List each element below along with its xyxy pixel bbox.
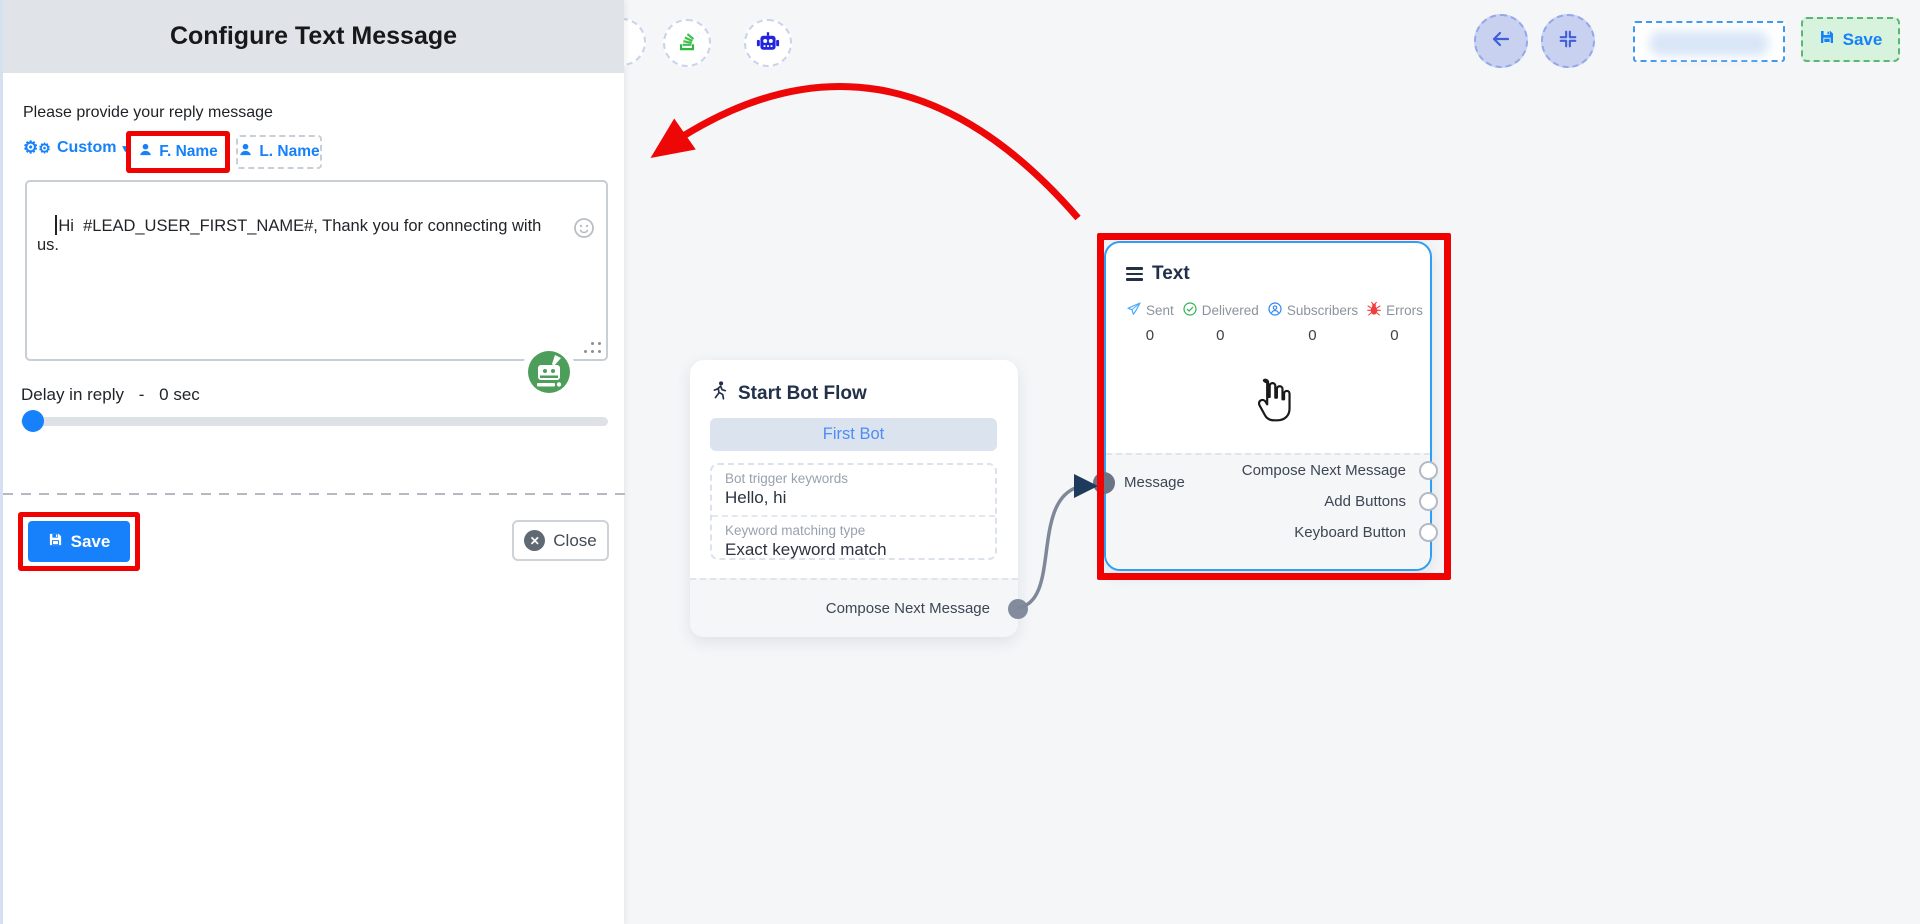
back-button[interactable] [1474,14,1528,68]
delay-slider[interactable] [21,410,608,432]
compose-next-message-output-port[interactable] [1008,598,1028,619]
start-node-fields: Bot trigger keywords Hello, hi Keyword m… [710,463,997,560]
stack-tool-button[interactable] [663,19,711,67]
compose-next-message-port[interactable] [1419,461,1438,480]
delay-label-row: Delay in reply - 0 sec [21,385,200,405]
arrow-left-icon [1489,27,1513,56]
textarea-resize-handle[interactable] [579,340,603,357]
stat-value: 0 [1390,327,1399,344]
field-label: Bot trigger keywords [725,471,849,486]
green-bot-widget-button[interactable] [520,305,578,399]
field-label: Keyword matching type [725,523,866,538]
flow-save-button[interactable]: Save [1801,17,1900,62]
save-annotation-box: Save [18,512,140,571]
start-bot-flow-node[interactable]: Start Bot Flow First Bot Bot trigger key… [690,360,1028,637]
stat-value: 0 [1308,327,1317,344]
redacted-flow-name [1649,31,1769,56]
output-row-compose: Compose Next Message [1106,455,1438,486]
output-row-add-buttons: Add Buttons [1106,486,1438,517]
compose-next-message-output-label: Compose Next Message [825,600,990,617]
x-circle-icon: ✕ [524,530,546,551]
trigger-keywords-field: Bot trigger keywords Hello, hi [712,465,995,515]
stat-label: Subscribers [1286,303,1359,318]
reply-prompt-text: Please provide your reply message [23,104,273,121]
cursor-hand-icon [1248,375,1292,430]
reply-message-text: Hi #LEAD_USER_FIRST_NAME#, Thank you for… [37,217,546,254]
field-value: Hello, hi [725,488,787,507]
text-node-header: Text [1106,243,1430,285]
output-row-keyboard: Keyboard Button [1106,517,1438,548]
fit-view-button[interactable] [1541,14,1595,68]
save-label: Save [70,531,111,551]
add-buttons-port[interactable] [1419,492,1438,511]
stat-value: 0 [1145,327,1155,344]
delay-separator: - [138,385,145,404]
floppy-icon [1819,29,1835,50]
person-icon [138,142,153,162]
output-label: Compose Next Message [1241,462,1406,479]
stat-delivered: Delivered 0 [1182,301,1259,344]
text-caret [55,215,58,235]
last-name-variable-button[interactable]: L. Name [236,135,322,169]
first-bot-button[interactable]: First Bot [710,418,997,451]
last-name-label: L. Name [259,143,320,160]
start-node-header: Start Bot Flow [690,360,1018,407]
message-input-label: Message [1124,474,1185,491]
caret-down-icon: ▾ [122,142,129,155]
person-icon [238,142,253,162]
check-circle-icon [1182,301,1198,320]
start-node-footer: Compose Next Message [690,578,1028,637]
fname-annotation-box: F. Name [126,131,230,173]
stat-label: Sent [1146,303,1174,318]
stack-lines-icon [674,28,700,59]
delay-value: 0 sec [159,385,200,404]
paper-plane-icon [1126,301,1142,320]
hamburger-icon [1126,264,1143,284]
output-label: Add Buttons [1324,493,1406,510]
stat-label: Errors [1386,303,1423,318]
floppy-icon [48,532,63,552]
running-person-icon [710,380,729,407]
save-button[interactable]: Save [28,521,130,562]
footer-divider [3,493,627,495]
output-label: Keyboard Button [1294,524,1406,541]
emoji-picker-button[interactable] [572,186,596,238]
panel-header: Configure Text Message [3,0,624,73]
custom-variable-dropdown[interactable]: ⚙⚙ Custom ▾ [23,139,128,157]
compress-icon [1557,28,1579,55]
stat-subscribers: Subscribers 0 [1267,301,1358,344]
matching-type-field: Keyword matching type Exact keyword matc… [712,515,995,567]
first-name-label: F. Name [159,143,218,160]
close-label: Close [553,530,597,550]
reply-message-input[interactable]: Hi #LEAD_USER_FIRST_NAME#, Thank you for… [25,180,608,399]
custom-label: Custom [56,139,117,156]
stat-value: 0 [1216,327,1225,344]
gears-icon: ⚙⚙ [23,138,51,158]
panel-title: Configure Text Message [169,22,458,50]
text-node-footer: Message Compose Next Message Add Buttons… [1093,453,1438,569]
stat-label: Delivered [1201,303,1259,318]
configure-panel: Configure Text Message Please provide yo… [0,0,627,924]
keyboard-button-port[interactable] [1419,523,1438,542]
first-name-variable-button[interactable]: F. Name [138,142,218,162]
text-node-stats: Sent 0 Delivered 0 [1106,301,1430,344]
bug-icon [1366,301,1382,320]
delay-label: Delay in reply [21,385,124,404]
close-button[interactable]: ✕ Close [512,520,609,561]
text-node-title: Text [1152,263,1190,284]
subscriber-icon [1267,301,1283,320]
delay-slider-thumb[interactable] [22,410,44,432]
text-node[interactable]: Text Sent 0 [1093,241,1438,571]
flow-save-label: Save [1842,29,1883,49]
robot-icon [754,27,782,60]
flow-name-field[interactable] [1633,21,1785,62]
start-node-title: Start Bot Flow [738,382,867,404]
field-value: Exact keyword match [725,540,887,559]
stat-errors: Errors 0 [1366,301,1423,344]
stat-sent: Sent 0 [1126,301,1174,344]
bot-tool-button[interactable] [744,19,792,67]
